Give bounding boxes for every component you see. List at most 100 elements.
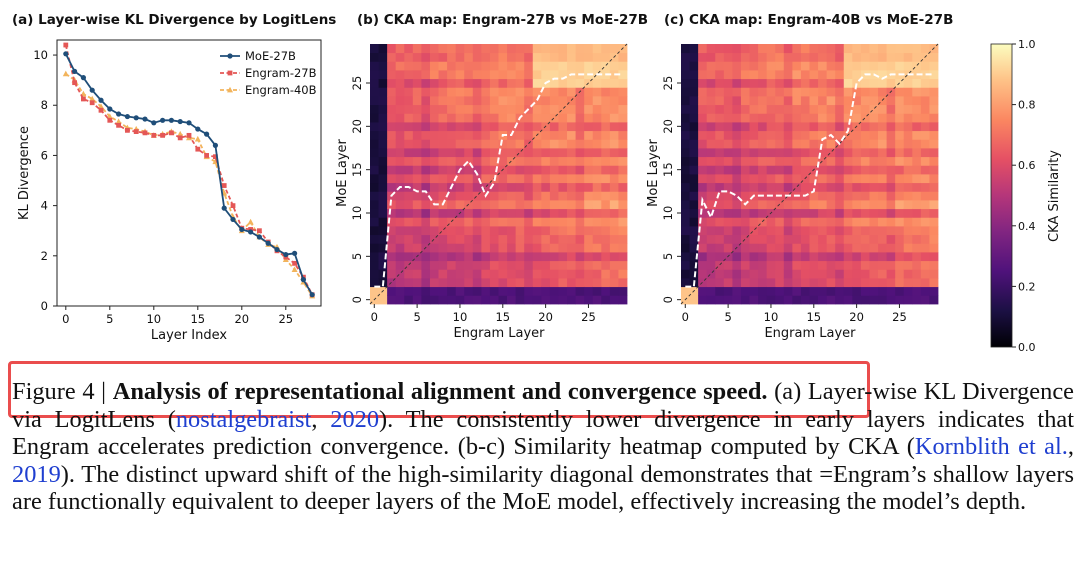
cka-c-cell bbox=[783, 148, 793, 158]
cka-c-cell bbox=[800, 260, 810, 270]
cka-c-cell bbox=[843, 226, 853, 236]
cka-b-cell bbox=[601, 148, 611, 158]
cka-b-cell bbox=[464, 122, 474, 132]
cka-b-cell bbox=[464, 252, 474, 262]
cka-b-cell bbox=[412, 182, 422, 192]
citation-kornblith[interactable]: Kornblith et al. bbox=[914, 433, 1068, 460]
cka-c-cell bbox=[920, 295, 930, 305]
cka-b-cell bbox=[541, 234, 551, 244]
cka-c-cell bbox=[698, 260, 708, 270]
cka-b-cell bbox=[507, 269, 517, 279]
cka-b-cell bbox=[558, 165, 568, 175]
cka-b-cell bbox=[592, 130, 602, 140]
cka-b-cell bbox=[438, 234, 448, 244]
cka-b-cell bbox=[549, 122, 559, 132]
cka-b-cell bbox=[370, 226, 379, 236]
cka-b-cell bbox=[395, 217, 405, 227]
cka-b-cell bbox=[584, 52, 594, 62]
cka-b-cell bbox=[558, 252, 568, 262]
cka-b-cell bbox=[438, 96, 448, 106]
cka-b-cell bbox=[481, 174, 491, 184]
cka-c-cell bbox=[681, 52, 690, 62]
cka-c-cell bbox=[800, 269, 810, 279]
kl-point-MoE-27B bbox=[142, 116, 148, 122]
cka-b-cell bbox=[395, 174, 405, 184]
cka-b-identity-line bbox=[369, 43, 628, 305]
cka-c-cell bbox=[732, 96, 742, 106]
cka-c-cell bbox=[809, 87, 819, 97]
cka-c-cell bbox=[792, 208, 802, 218]
cka-c-cell bbox=[852, 165, 862, 175]
cka-c-cell bbox=[740, 52, 750, 62]
cka-c-cell bbox=[689, 234, 699, 244]
cka-c-cell bbox=[912, 191, 922, 201]
cka-b-cell bbox=[609, 243, 619, 253]
cka-b-cell bbox=[438, 243, 448, 253]
cka-c-cell bbox=[860, 174, 870, 184]
cka-b-cell bbox=[395, 122, 405, 132]
cka-b-cell bbox=[592, 278, 602, 288]
cka-c-cell bbox=[878, 243, 887, 253]
cka-c-cell bbox=[715, 87, 725, 97]
cka-b-cell bbox=[592, 52, 602, 62]
cka-c-cell bbox=[912, 165, 922, 175]
cka-c-cell bbox=[689, 52, 699, 62]
cka-c-cell bbox=[852, 295, 862, 305]
cka-b-cell bbox=[404, 243, 414, 253]
cka-b-argmax-path bbox=[374, 73, 623, 288]
cka-b-cell bbox=[489, 182, 499, 192]
citation-nostalgebraist[interactable]: nostalgebraist bbox=[175, 405, 312, 433]
cka-b-cell bbox=[584, 217, 594, 227]
cka-b-cell bbox=[481, 148, 491, 158]
cka-b-cell bbox=[404, 44, 414, 54]
cka-b-cell bbox=[455, 78, 465, 88]
cka-c-cell bbox=[783, 70, 793, 80]
cka-b-cell bbox=[609, 226, 619, 236]
cka-b-cell bbox=[498, 295, 508, 305]
cka-c-cell bbox=[689, 96, 699, 106]
cka-c-cell bbox=[886, 217, 896, 227]
cka-b-cell bbox=[421, 182, 431, 192]
cka-b-cell bbox=[609, 122, 619, 132]
cka-c-cell bbox=[886, 252, 896, 262]
cka-c-cell bbox=[775, 113, 785, 123]
cka-c-cell bbox=[835, 148, 845, 158]
cka-b-cell bbox=[412, 104, 422, 114]
cka-c-argmax-path bbox=[685, 73, 934, 288]
cka-c-cell bbox=[818, 226, 828, 236]
cka-c-cell bbox=[800, 243, 810, 253]
citation-2019[interactable]: 2019 bbox=[12, 460, 61, 488]
cka-c-cell bbox=[689, 122, 699, 132]
cka-c-cell bbox=[869, 260, 879, 270]
cka-b-cell bbox=[438, 295, 448, 305]
cka-b-cell bbox=[370, 130, 379, 140]
cka-c-cell bbox=[783, 286, 793, 296]
cka-b-cell bbox=[541, 44, 551, 54]
cka-b-cell bbox=[455, 139, 465, 149]
cka-b-cell bbox=[549, 286, 559, 296]
cka-c-cell bbox=[783, 122, 793, 132]
cka-c-cell bbox=[843, 191, 853, 201]
cka-c-cell bbox=[758, 78, 768, 88]
cka-b-cell bbox=[515, 87, 525, 97]
citation-2020[interactable]: 2020 bbox=[330, 405, 380, 433]
cka-c-cell bbox=[843, 44, 853, 54]
cka-c-cell bbox=[766, 52, 776, 62]
cka-b-cell bbox=[395, 113, 405, 123]
cka-c-cell bbox=[740, 113, 750, 123]
cka-b-cell bbox=[524, 295, 534, 305]
cka-b-cell bbox=[567, 278, 576, 288]
legend-marker-Engram-40B bbox=[227, 86, 233, 93]
cka-c-cell bbox=[792, 182, 802, 192]
cka-c-cell bbox=[920, 191, 930, 201]
cka-c-cell bbox=[912, 208, 922, 218]
cka-c-cell bbox=[775, 286, 785, 296]
cka-b-cell bbox=[532, 234, 542, 244]
cka-b-cell bbox=[532, 208, 542, 218]
cka-c-cell bbox=[843, 174, 853, 184]
cka-b-cell bbox=[532, 87, 542, 97]
cka-b-cell bbox=[421, 87, 431, 97]
cka-b-cell bbox=[601, 113, 611, 123]
cka-c-cell bbox=[826, 113, 836, 123]
caption-highlight-box bbox=[8, 361, 870, 418]
